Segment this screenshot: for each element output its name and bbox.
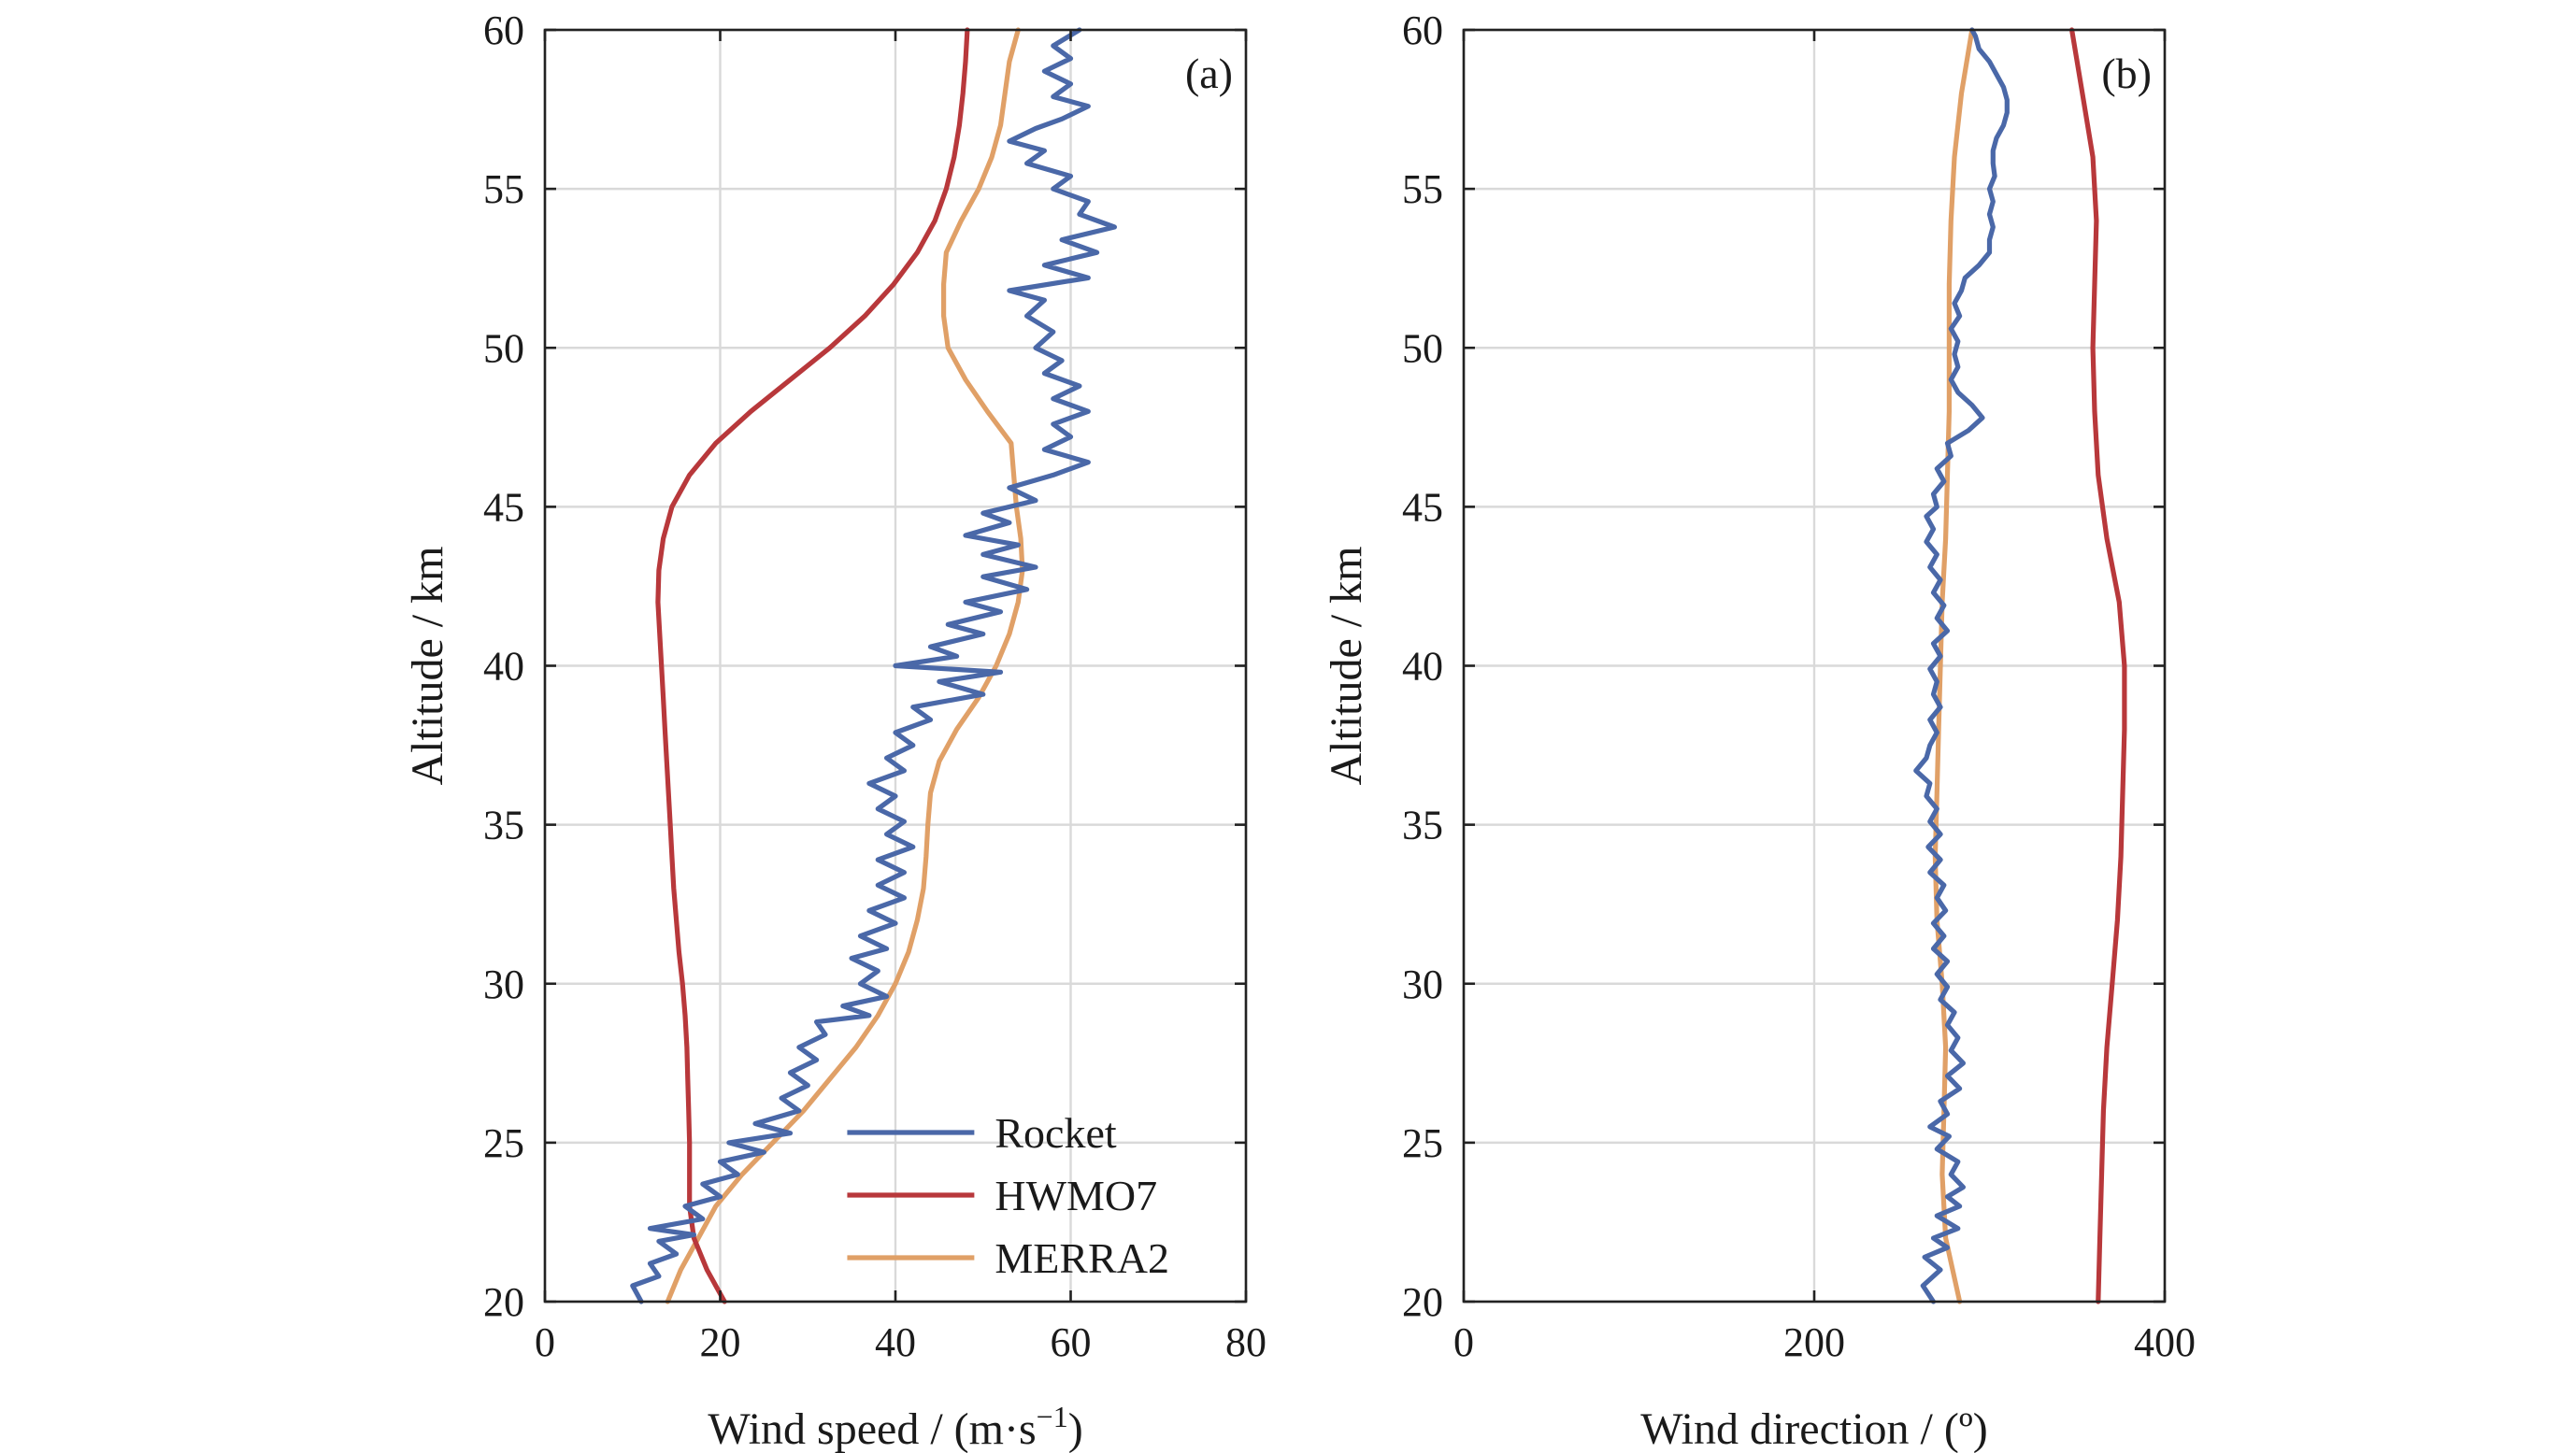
y-tick-label-0: 20 (483, 1279, 524, 1325)
y-tick-label-6: 50 (1402, 325, 1443, 371)
y-tick-label-2: 30 (483, 962, 524, 1007)
y-tick-label-4: 40 (483, 644, 524, 690)
y-tick-label-7: 55 (1402, 166, 1443, 212)
panel-b-wind-direction: 0 200 400 20 25 30 35 40 45 50 55 60 (b) Wind direc… (1322, 7, 2196, 1453)
y-tick-label-7: 55 (483, 166, 524, 212)
x-tick-label-4: 80 (1225, 1319, 1267, 1365)
series-line-merra2 (665, 27, 1025, 1304)
x-tick-label-0: 0 (1453, 1319, 1474, 1365)
y-tick-label-3: 35 (483, 803, 524, 848)
x-tick-label-1: 200 (1783, 1319, 1845, 1365)
y-tick-label-8: 60 (483, 7, 524, 53)
x-tick-label-2: 40 (875, 1319, 916, 1365)
x-tick-label-2: 400 (2134, 1319, 2196, 1365)
x-tick-label-1: 20 (700, 1319, 741, 1365)
legend-label-hwmo7: HWMO7 (995, 1172, 1157, 1219)
x-tick-label-3: 60 (1051, 1319, 1092, 1365)
y-tick-label-1: 25 (483, 1120, 524, 1166)
y-tick-label-1: 25 (1402, 1120, 1443, 1166)
y-tick-label-3: 35 (1402, 803, 1443, 848)
legend: Rocket HWMO7 MERRA2 (847, 1109, 1169, 1282)
panel-b-y-axis-label: Altitude / km (1322, 547, 1371, 786)
panel-a-series (630, 27, 1117, 1304)
panel-a-tag: (a) (1185, 50, 1233, 97)
x-tick-label-0: 0 (535, 1319, 555, 1365)
panel-b-tag: (b) (2101, 50, 2152, 97)
y-tick-label-0: 20 (1402, 1279, 1443, 1325)
series-line-rocket (630, 27, 1117, 1304)
series-line-rocket (1913, 27, 2010, 1304)
panel-a-x-axis-label: Wind speed / (m·s−1) (708, 1400, 1082, 1453)
y-tick-label-2: 30 (1402, 962, 1443, 1007)
panel-b-x-axis-label: Wind direction / (º) (1640, 1404, 1988, 1453)
series-line-hwmo7 (655, 27, 970, 1304)
legend-label-rocket: Rocket (995, 1109, 1117, 1157)
y-tick-label-5: 45 (1402, 484, 1443, 530)
y-tick-label-5: 45 (483, 484, 524, 530)
y-tick-label-4: 40 (1402, 644, 1443, 690)
y-tick-label-8: 60 (1402, 7, 1443, 53)
panel-b-series (1913, 27, 2127, 1304)
series-line-hwmo7 (2069, 27, 2127, 1304)
y-tick-label-6: 50 (483, 325, 524, 371)
panel-b-ticks: 0 200 400 20 25 30 35 40 45 50 55 60 (1402, 7, 2196, 1365)
legend-label-merra2: MERRA2 (995, 1234, 1169, 1282)
panel-b-grid (1462, 28, 2167, 1303)
panel-a-y-axis-label: Altitude / km (403, 547, 452, 786)
